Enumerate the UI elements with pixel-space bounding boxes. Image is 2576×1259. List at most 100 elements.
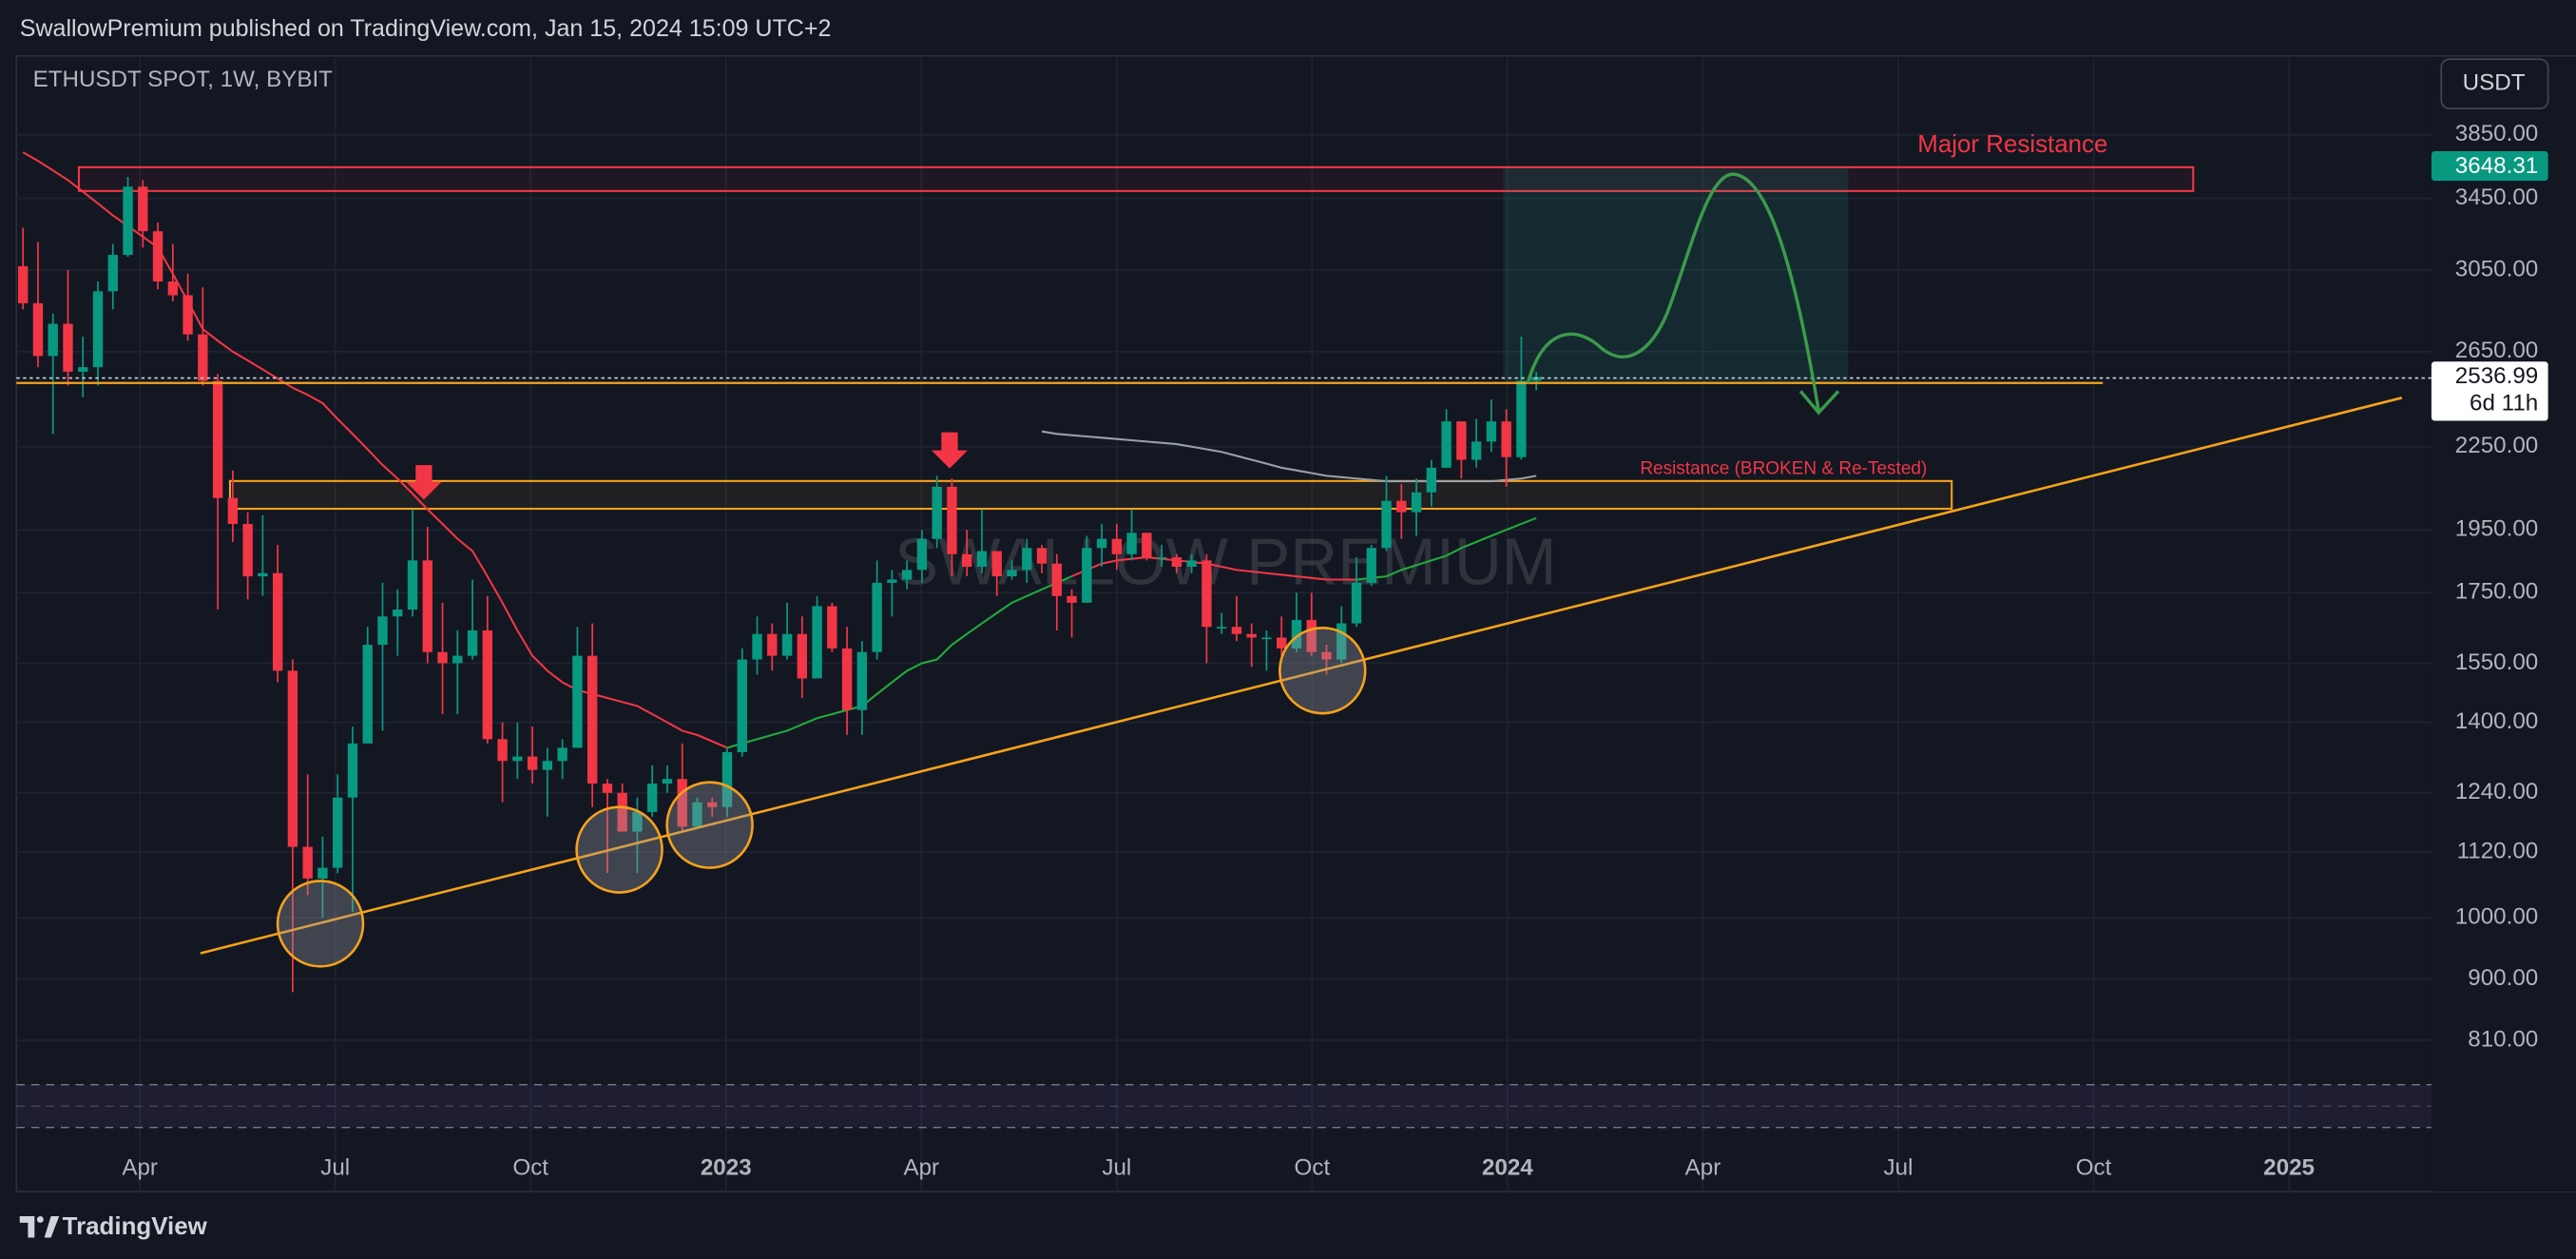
candle-body xyxy=(347,743,358,798)
candle-body xyxy=(242,523,253,577)
candle-body xyxy=(797,633,808,679)
candle-body xyxy=(1456,421,1467,460)
y-tick-label: 1120.00 xyxy=(2457,838,2539,863)
logo-mark xyxy=(19,1216,35,1238)
candle-body xyxy=(1366,548,1376,583)
candle-body xyxy=(1396,500,1407,513)
x-tick-label: Oct xyxy=(512,1154,548,1180)
candle-body xyxy=(1471,441,1482,460)
candle-body xyxy=(317,867,328,879)
candle-body xyxy=(227,497,239,524)
candle-body xyxy=(947,486,957,554)
candle-body xyxy=(212,380,223,498)
candle-body xyxy=(827,606,837,649)
candle-body xyxy=(1306,619,1317,652)
candle-body xyxy=(1186,560,1197,568)
y-tick-label: 1000.00 xyxy=(2455,904,2538,930)
ma-line xyxy=(22,151,1357,749)
zone-label: Major Resistance xyxy=(1917,131,2107,158)
candle-body xyxy=(887,579,897,583)
zone xyxy=(77,165,2195,192)
candle-body xyxy=(272,572,283,671)
candle-body xyxy=(812,606,822,679)
candle-body xyxy=(1501,421,1511,457)
zones: Major Resistance Resistance (BROKEN & Re-… xyxy=(77,131,2195,511)
candle-body xyxy=(393,610,403,617)
zone xyxy=(228,479,1953,511)
y-tick-label: 1400.00 xyxy=(2455,708,2538,734)
logo-mark xyxy=(44,1216,60,1238)
candle-body xyxy=(557,747,567,762)
candle-body xyxy=(542,761,553,770)
candle-body xyxy=(737,659,747,752)
candle-body xyxy=(856,651,868,710)
candle-body xyxy=(527,756,538,770)
x-tick-label: Jul xyxy=(320,1154,350,1180)
candle-body xyxy=(497,739,508,762)
candle-body xyxy=(1216,627,1227,629)
candle-body xyxy=(1067,595,1077,603)
candle-body xyxy=(377,616,388,646)
y-tick-label: 1950.00 xyxy=(2455,516,2538,542)
touch-circle xyxy=(575,805,663,894)
brand-logo xyxy=(19,1216,60,1238)
candle-body xyxy=(1171,557,1182,568)
candle-body xyxy=(407,560,418,610)
projection-path xyxy=(1526,172,1820,412)
candle-body xyxy=(362,645,373,744)
candle-body xyxy=(1051,563,1062,596)
candle-body xyxy=(872,582,882,652)
down-arrow xyxy=(405,465,442,500)
candle-body xyxy=(991,551,1002,577)
projection-box xyxy=(1503,167,1849,383)
x-tick-label: Jul xyxy=(1102,1154,1131,1180)
touch-circle xyxy=(665,781,754,869)
candle-body xyxy=(692,802,702,827)
candle-body xyxy=(647,784,658,812)
x-tick-label: 2023 xyxy=(701,1154,752,1180)
candle-body xyxy=(916,538,928,571)
touch-circle xyxy=(1278,626,1367,715)
candle-body xyxy=(18,265,29,303)
oscillator-pane xyxy=(16,1084,2432,1129)
x-tick-label: Apr xyxy=(1685,1154,1721,1180)
candle-body xyxy=(632,811,643,832)
candle-body xyxy=(1261,637,1272,640)
candle-body xyxy=(1516,380,1527,457)
candle-body xyxy=(302,846,313,879)
down-arrow xyxy=(931,432,968,469)
candle-body xyxy=(1530,377,1542,381)
candle-body xyxy=(932,486,942,539)
grid xyxy=(16,57,2432,1192)
x-tick-label: 2024 xyxy=(1482,1154,1533,1180)
y-tick-label: 900.00 xyxy=(2468,965,2538,991)
brand: TradingView xyxy=(63,1213,208,1240)
candle-body xyxy=(258,572,268,577)
y-tick-label: 1550.00 xyxy=(2455,649,2538,675)
price-badge xyxy=(2431,361,2548,421)
currency-button-label[interactable]: USDT xyxy=(2463,70,2526,96)
publisher-line: SwallowPremium published on TradingView.… xyxy=(20,15,832,42)
last-price: 2536.99 xyxy=(2455,363,2538,389)
candle-body xyxy=(572,655,583,748)
candle-body xyxy=(167,281,179,296)
y-tick-label: 2250.00 xyxy=(2455,433,2538,458)
candle-body xyxy=(1022,548,1032,571)
candle-body xyxy=(617,792,627,832)
ma-line xyxy=(1041,430,1537,483)
candle-body xyxy=(152,231,163,282)
candle-body xyxy=(1291,619,1302,649)
candle-body xyxy=(1156,557,1167,559)
candle-body xyxy=(333,797,343,868)
candle-body xyxy=(1036,548,1048,564)
candle-body xyxy=(1126,533,1137,554)
candle-body xyxy=(138,186,148,232)
currency-button[interactable] xyxy=(2440,58,2549,109)
watermark: SWALLOW PREMIUM xyxy=(894,525,1556,599)
x-tick-label: Oct xyxy=(1295,1154,1331,1180)
logo-mark xyxy=(36,1216,44,1223)
candle-body xyxy=(901,570,913,580)
candle-body xyxy=(48,323,58,357)
symbol-label: ETHUSDT SPOT, 1W, BYBIT xyxy=(33,67,334,92)
